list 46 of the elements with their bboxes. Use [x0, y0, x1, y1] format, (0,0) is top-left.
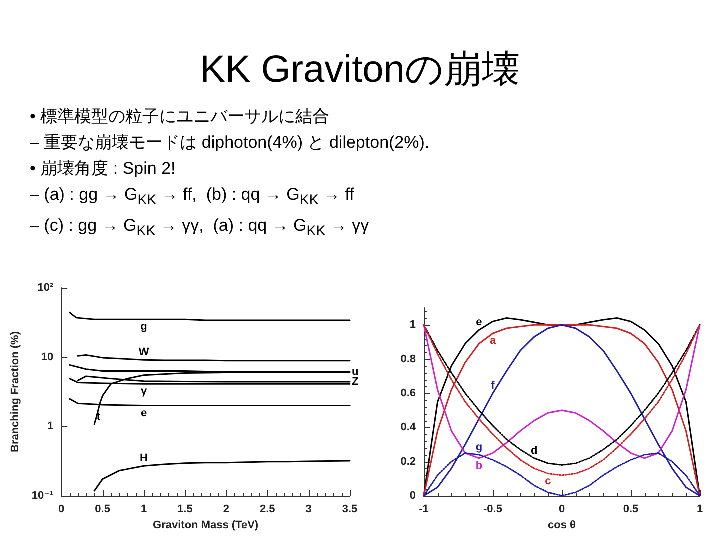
y-tick-label: 0 [410, 490, 416, 502]
x-tick-label: 1.5 [178, 504, 193, 516]
text: – (c) : gg → G$_{KK}$ → γγ, (a) : qq → G$_{KK}$ → γγ [30, 215, 370, 242]
series-label: a [490, 335, 497, 348]
series-label: H [140, 452, 148, 465]
y-tick-label: 0.8 [400, 353, 416, 366]
y-tick-label: 10⁻¹ [32, 490, 54, 502]
x-tick-label: 0 [58, 504, 65, 516]
x-tick-label: 1 [140, 504, 148, 516]
y-tick-label: 0.4 [400, 422, 417, 434]
y-axis-title: Branching Fraction (%) [10, 331, 22, 453]
y-tick-label: 0.6 [400, 387, 416, 400]
x-tick-label: 3 [306, 504, 312, 516]
series-label: g [476, 441, 483, 454]
series-label: W [138, 346, 150, 359]
series-label: d [531, 444, 538, 457]
series-label: c [545, 475, 552, 488]
text: • 標準模型の粒子にユニバーサルに結合 [30, 106, 331, 128]
x-tick-label: -1 [419, 504, 429, 516]
series-label: γ [140, 386, 148, 398]
text: – 重要な崩壊モードは diphoton(4%) と dilepton(2%). [30, 132, 431, 154]
x-tick-label: 0.5 [623, 504, 639, 516]
x-tick-label: 2.5 [260, 504, 276, 516]
text: – (a) : gg → G$_{KK}$ → ff, (b) : qq → G$_{KK}$ → ff [30, 184, 356, 210]
series-label: u [352, 366, 359, 378]
x-tick-label: 2 [223, 504, 230, 516]
x-tick-label: 0.5 [95, 504, 110, 516]
x-tick-label: -0.5 [484, 504, 502, 516]
x-tick-label: 0 [558, 504, 566, 516]
y-tick-label: 10² [38, 282, 54, 294]
y-tick-label: 1 [410, 319, 416, 332]
y-tick-label: 1 [47, 420, 54, 433]
series-label: e [140, 407, 148, 420]
y-tick-label: 0.2 [400, 456, 416, 468]
x-tick-label: 3.5 [342, 504, 358, 516]
series-label: e [476, 316, 482, 329]
x-axis-title: cos θ [548, 519, 576, 532]
x-axis-title: Graviton Mass (TeV) [153, 519, 259, 532]
series-label: f [491, 380, 496, 392]
chart-title: KK Gravitonの崩壊 [199, 48, 521, 93]
series-label: Z [352, 376, 359, 388]
y-tick-label: 10 [41, 351, 54, 364]
text: • 崩壊角度 : Spin 2! [30, 158, 177, 180]
series-label: g [140, 321, 148, 334]
x-tick-label: 1 [696, 504, 704, 516]
series-label: b [476, 460, 483, 472]
